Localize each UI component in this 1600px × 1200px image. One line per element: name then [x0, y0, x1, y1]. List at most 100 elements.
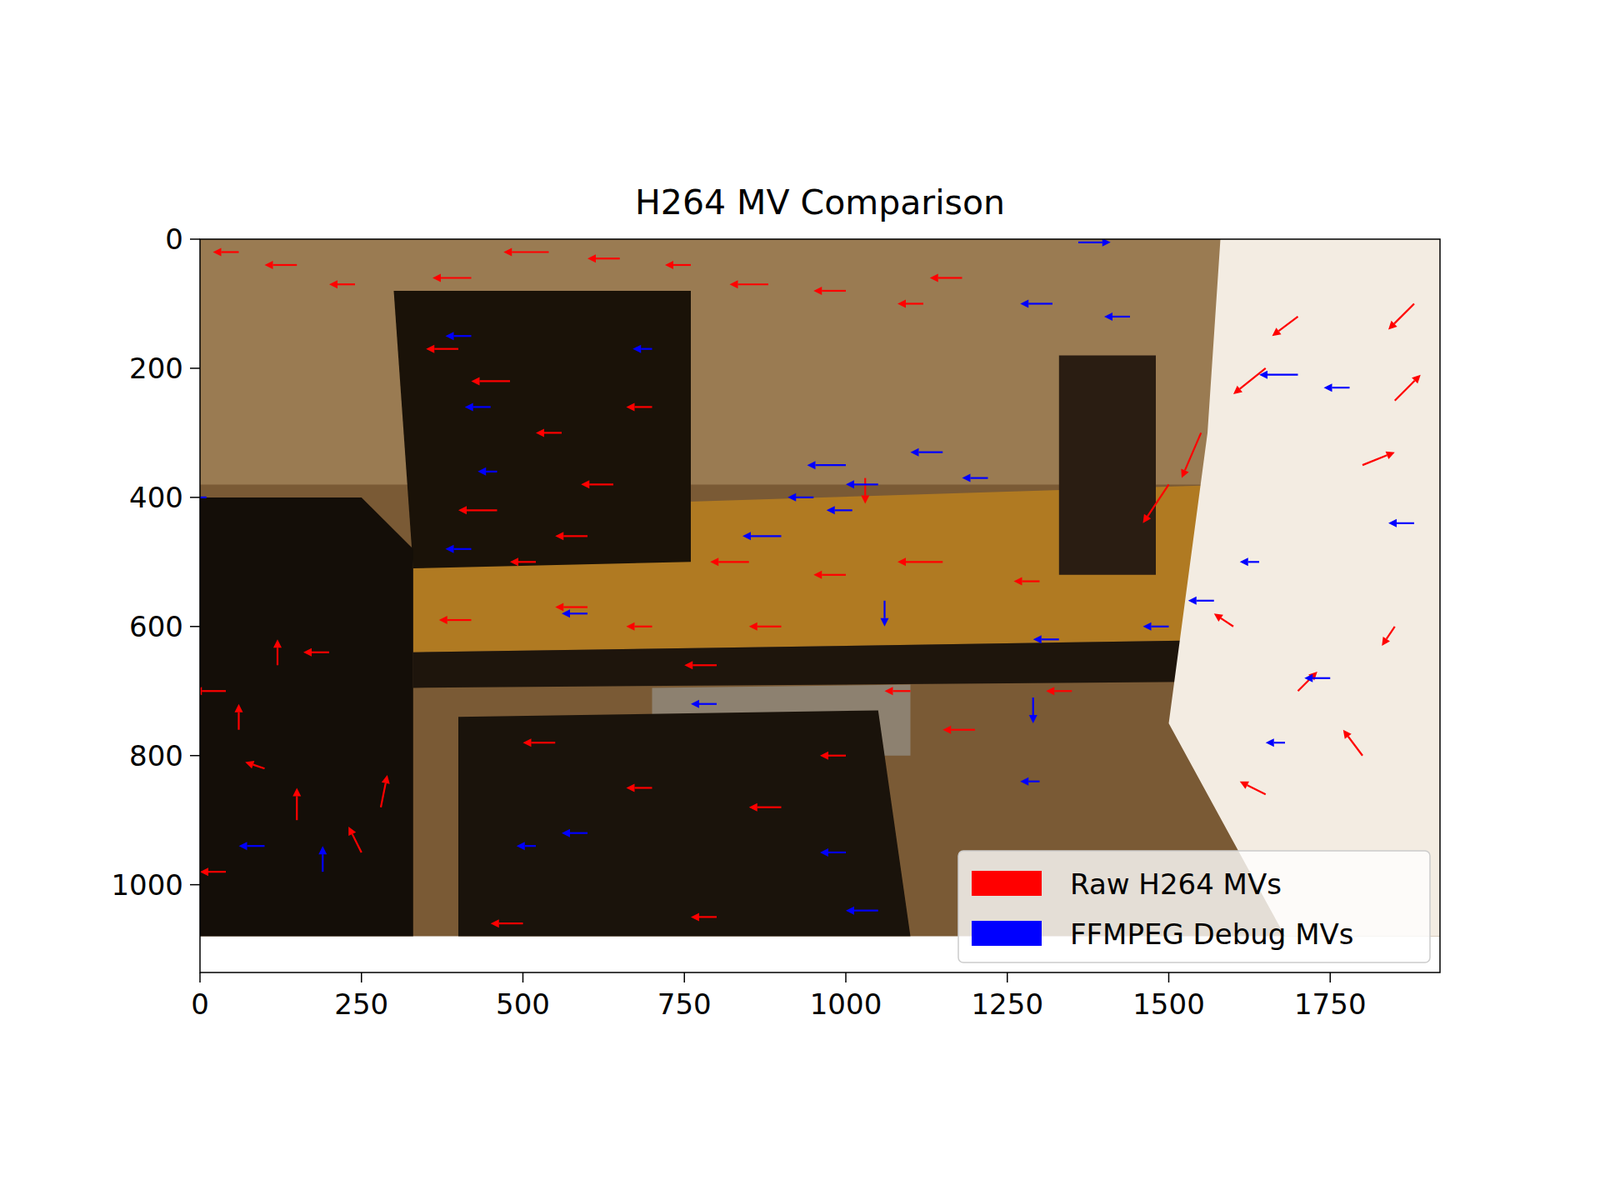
- vector: [1395, 375, 1421, 401]
- series-vectors: [200, 247, 1421, 928]
- vector: [749, 622, 782, 631]
- vector-shaft: [1185, 432, 1201, 470]
- vector-head: [477, 467, 486, 476]
- vector: [1259, 370, 1299, 380]
- vector-shaft: [883, 600, 885, 619]
- vector: [587, 254, 620, 263]
- vector-shaft: [321, 854, 324, 872]
- vector-shaft: [738, 283, 770, 285]
- vector: [1045, 686, 1072, 695]
- y-tick-label: 800: [129, 739, 184, 773]
- vector-head: [490, 919, 500, 928]
- vector-head: [1388, 320, 1398, 330]
- vector-shaft: [247, 845, 265, 847]
- vector: [265, 260, 298, 270]
- vector: [1033, 635, 1060, 644]
- vector-head: [1045, 686, 1055, 695]
- vector-head: [432, 273, 441, 282]
- vector: [245, 760, 265, 769]
- vector-shaft: [208, 870, 226, 873]
- vector-head: [1259, 370, 1268, 380]
- vector-shaft: [237, 712, 240, 730]
- vector-shaft: [1028, 780, 1040, 783]
- vector: [1240, 781, 1266, 795]
- x-tick-label: 1500: [1132, 987, 1205, 1021]
- vector-head: [962, 474, 971, 483]
- vector-head: [1388, 519, 1397, 528]
- vector: [962, 474, 989, 483]
- vector-head: [200, 867, 209, 876]
- vector-head: [1233, 385, 1243, 395]
- vector-shaft: [434, 348, 459, 350]
- vector: [1180, 432, 1201, 478]
- vector-head: [303, 648, 312, 657]
- vector-head: [942, 725, 951, 735]
- vector: [465, 402, 491, 411]
- vector: [580, 480, 614, 489]
- vector-shaft: [1112, 315, 1130, 318]
- vector: [1343, 730, 1363, 756]
- vector-head: [1265, 738, 1275, 747]
- vector-shaft: [466, 509, 498, 511]
- vector-head: [555, 603, 564, 612]
- vector-head: [930, 273, 939, 282]
- photo-object: [1059, 355, 1156, 575]
- vector-shaft: [821, 290, 846, 292]
- vector: [1240, 557, 1260, 566]
- legend-swatch: [971, 870, 1042, 896]
- vector-shaft: [1248, 560, 1260, 563]
- vector-head: [555, 531, 564, 540]
- vector: [1265, 738, 1285, 747]
- vector-head: [749, 803, 758, 812]
- y-tick: [190, 367, 200, 370]
- y-tick: [190, 884, 200, 886]
- vector-shaft: [311, 651, 330, 654]
- vector-shaft: [511, 250, 549, 253]
- vector: [516, 841, 536, 850]
- y-tick-label: 1000: [110, 868, 184, 902]
- x-tick-label: 0: [190, 987, 210, 1021]
- vector-shaft: [1054, 690, 1072, 692]
- vector: [523, 738, 556, 747]
- vector: [273, 639, 282, 665]
- figure: H264 MV Comparison0250500750100012501500…: [0, 0, 1600, 1200]
- vector: [880, 600, 890, 627]
- vector-shaft: [563, 605, 588, 608]
- vector-head: [471, 376, 480, 385]
- vector-head: [730, 280, 739, 289]
- vector-shaft: [570, 612, 588, 615]
- vector-shaft: [1078, 241, 1103, 244]
- vector-shaft: [454, 548, 472, 550]
- vector-shaft: [1362, 455, 1387, 465]
- vector-shaft: [828, 755, 846, 757]
- vector: [1029, 697, 1038, 724]
- vector-head: [1188, 596, 1197, 605]
- x-tick: [1168, 972, 1170, 983]
- vector: [749, 803, 782, 812]
- vector: [1020, 299, 1053, 308]
- vector-head: [1020, 777, 1029, 786]
- vector-shaft: [854, 483, 879, 485]
- vector-shaft: [854, 910, 879, 912]
- vector: [710, 557, 750, 566]
- vector-shaft: [635, 786, 653, 789]
- vector: [897, 557, 943, 566]
- vector-head: [813, 286, 822, 295]
- vector: [787, 493, 814, 502]
- y-tick: [190, 755, 200, 757]
- vector-shaft: [337, 283, 355, 285]
- vector: [490, 919, 524, 928]
- photo-bright: [1169, 239, 1441, 937]
- x-tick-label: 250: [334, 987, 389, 1021]
- vector: [445, 331, 472, 340]
- vector-shaft: [1332, 386, 1350, 389]
- vector-shaft: [795, 496, 814, 499]
- legend-label: Raw H264 MVs: [1070, 867, 1282, 901]
- vector: [535, 428, 562, 437]
- vector-head: [1180, 468, 1189, 478]
- y-tick-label: 400: [129, 480, 184, 515]
- vector-shaft: [1348, 736, 1363, 756]
- vector-shaft: [864, 478, 866, 496]
- vector-head: [1214, 613, 1224, 622]
- vector-shaft: [201, 690, 226, 692]
